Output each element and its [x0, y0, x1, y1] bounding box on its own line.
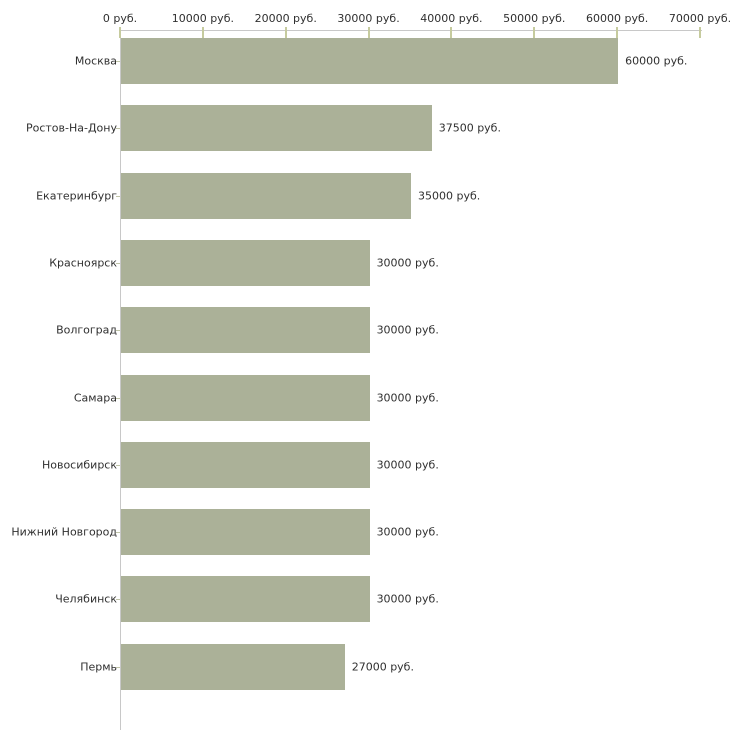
bar [121, 441, 370, 488]
value-label: 30000 руб. [376, 323, 439, 337]
x-tick-label: 40000 руб. [420, 12, 483, 25]
bar [121, 374, 370, 421]
x-tick-mark [284, 27, 287, 38]
category-tick-mark [116, 262, 120, 264]
bar [121, 172, 411, 219]
value-label: 30000 руб. [376, 391, 439, 404]
category-label: Челябинск [55, 592, 117, 606]
y-axis-line [120, 30, 121, 730]
category-label: Самара [73, 391, 117, 404]
x-tick-label: 60000 руб. [586, 12, 649, 25]
category-label: Екатеринбург [36, 189, 117, 203]
bar [121, 576, 370, 623]
x-tick-mark [119, 27, 121, 38]
value-label: 30000 руб. [376, 525, 439, 539]
category-label: Волгоград [56, 323, 117, 337]
category-label: Новосибирск [41, 458, 117, 472]
x-tick-mark [616, 27, 619, 38]
bar [121, 509, 370, 556]
value-label: 30000 руб. [376, 256, 439, 270]
category-label: Нижний Новгород [11, 525, 117, 539]
category-tick-mark [116, 397, 120, 399]
x-tick-label: 0 руб. [102, 12, 138, 25]
bar [121, 643, 345, 690]
x-axis-line [120, 30, 702, 31]
category-tick-mark [116, 532, 120, 534]
bar [121, 307, 370, 354]
category-tick-mark [116, 599, 120, 601]
bar [121, 239, 370, 286]
value-label: 37500 руб. [438, 121, 501, 135]
value-label: 30000 руб. [376, 458, 439, 472]
x-tick-label: 10000 руб. [171, 12, 234, 25]
x-tick-mark [201, 27, 204, 38]
x-tick-label: 70000 руб. [668, 12, 730, 25]
category-label: Ростов-На-Дону [25, 121, 117, 135]
x-tick-mark [450, 27, 453, 38]
value-label: 27000 руб. [351, 660, 414, 674]
value-label: 60000 руб. [625, 54, 688, 68]
value-label: 30000 руб. [376, 592, 439, 606]
category-tick-mark [116, 666, 120, 668]
value-label: 35000 руб. [418, 189, 481, 203]
x-tick-label: 50000 руб. [503, 12, 566, 25]
category-tick-mark [116, 330, 120, 332]
category-tick-mark [116, 61, 120, 62]
category-label: Пермь [80, 660, 117, 674]
category-tick-mark [116, 128, 120, 130]
x-tick-mark [367, 27, 370, 38]
bar [121, 105, 432, 152]
x-tick-mark [699, 27, 701, 38]
category-label: Красноярск [49, 256, 117, 270]
category-tick-mark [116, 464, 120, 466]
category-label: Москва [74, 54, 117, 68]
x-tick-label: 20000 руб. [254, 12, 317, 25]
category-tick-mark [116, 195, 120, 197]
x-tick-mark [533, 27, 536, 38]
bar [121, 38, 619, 84]
x-tick-label: 30000 руб. [337, 12, 400, 25]
